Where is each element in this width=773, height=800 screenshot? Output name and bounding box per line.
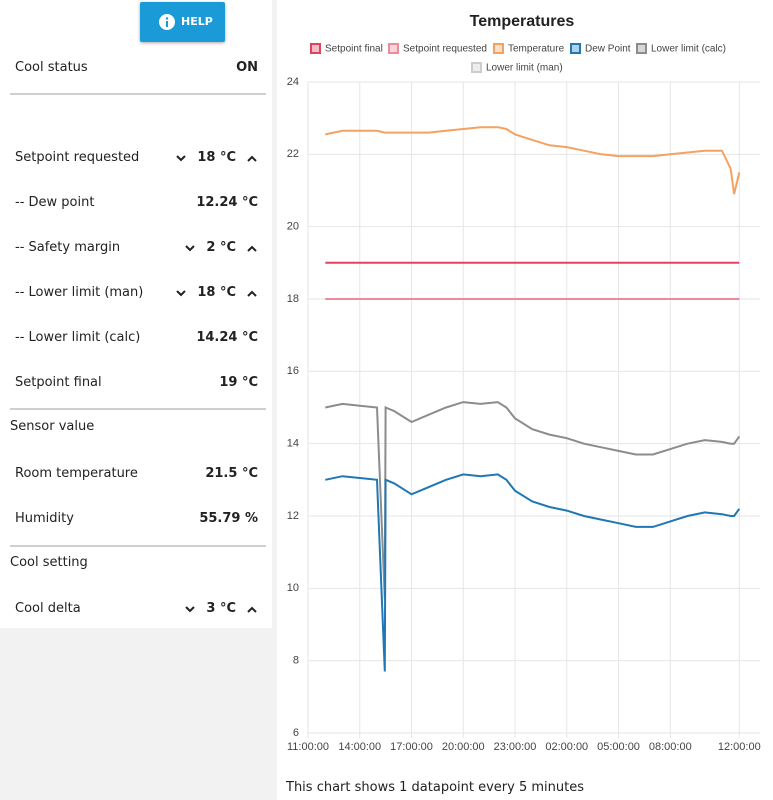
- x-tick-label: 20:00:00: [442, 741, 485, 753]
- setting-row: -- Lower limit (man) 18 °C: [15, 283, 258, 303]
- help-button[interactable]: HELP: [140, 2, 225, 42]
- help-label: HELP: [181, 15, 213, 28]
- x-tick-label: 08:00:00: [649, 741, 692, 753]
- y-tick-label: 10: [287, 582, 299, 594]
- legend-swatch: [636, 43, 647, 54]
- value: ON: [236, 60, 258, 75]
- chart-title: Temperatures: [470, 13, 575, 30]
- section-heading: Cool setting: [10, 555, 88, 570]
- sensor-row: Humidity 55.79 %: [15, 509, 258, 529]
- legend-label: Setpoint requested: [403, 44, 487, 55]
- value: 3 °C: [206, 601, 236, 616]
- increase-button[interactable]: [246, 283, 258, 303]
- label: Cool delta: [15, 601, 81, 616]
- legend-swatch: [493, 43, 504, 54]
- legend-swatch: [471, 62, 482, 73]
- y-tick-label: 18: [287, 293, 299, 305]
- legend-label: Dew Point: [585, 44, 631, 55]
- increase-button[interactable]: [246, 148, 258, 168]
- y-tick-label: 16: [287, 365, 299, 377]
- setting-row: -- Dew point 12.24 °C: [15, 193, 258, 213]
- footnote: This chart shows 1 datapoint every 5 min…: [286, 780, 584, 795]
- sensor-row: Room temperature 21.5 °C: [15, 464, 258, 484]
- x-tick-label: 11:00:00: [287, 741, 329, 753]
- value: 2 °C: [206, 240, 236, 255]
- decrease-button[interactable]: [184, 599, 196, 619]
- x-tick-label: 14:00:00: [338, 741, 381, 753]
- y-tick-label: 12: [287, 510, 299, 522]
- label: -- Lower limit (man): [15, 285, 144, 300]
- series-line: [325, 126, 741, 195]
- label: -- Dew point: [15, 195, 95, 210]
- y-tick-label: 24: [287, 76, 299, 88]
- decrease-button[interactable]: [184, 238, 196, 258]
- x-tick-label: 02:00:00: [545, 741, 588, 753]
- value: 21.5 °C: [205, 466, 258, 481]
- value: 55.79 %: [199, 511, 258, 526]
- label: -- Safety margin: [15, 240, 121, 255]
- label: Setpoint requested: [15, 150, 140, 165]
- label: -- Lower limit (calc): [15, 330, 141, 345]
- setting-row: -- Lower limit (calc) 14.24 °C: [15, 328, 258, 348]
- info-icon: [159, 14, 175, 30]
- label: Room temperature: [15, 466, 138, 481]
- value: 14.24 °C: [196, 330, 258, 345]
- decrease-button[interactable]: [175, 283, 187, 303]
- section-heading: Sensor value: [10, 419, 95, 434]
- y-tick-label: 14: [287, 438, 299, 450]
- x-tick-label: 12:00:00: [718, 741, 761, 753]
- legend-swatch: [570, 43, 581, 54]
- setting-row: Setpoint final 19 °C: [15, 373, 258, 393]
- setting-row: Cool delta 3 °C: [15, 599, 258, 619]
- legend-label: Temperature: [508, 44, 565, 55]
- series-line: [325, 401, 741, 600]
- legend-label: Lower limit (man): [486, 63, 563, 74]
- series-line: [325, 473, 741, 672]
- value: 19 °C: [219, 375, 258, 390]
- value: 12.24 °C: [196, 195, 258, 210]
- increase-button[interactable]: [246, 238, 258, 258]
- label: Cool status: [15, 60, 88, 75]
- decrease-button[interactable]: [175, 148, 187, 168]
- y-tick-label: 22: [287, 148, 299, 160]
- legend-swatch: [310, 43, 321, 54]
- setting-row: Setpoint requested 18 °C: [15, 148, 258, 168]
- setting-row: -- Safety margin 2 °C: [15, 238, 258, 258]
- separator: [10, 408, 266, 410]
- x-tick-label: 17:00:00: [390, 741, 433, 753]
- settings-panel: HELP Cool status ON Setpoint requested 18 …: [0, 0, 272, 628]
- value: 18 °C: [197, 285, 236, 300]
- x-tick-label: 05:00:00: [597, 741, 640, 753]
- increase-button[interactable]: [246, 599, 258, 619]
- value: 18 °C: [197, 150, 236, 165]
- y-tick-label: 20: [287, 221, 299, 233]
- status-row: Cool status ON: [15, 58, 258, 78]
- legend-swatch: [388, 43, 399, 54]
- legend-label: Setpoint final: [325, 44, 383, 55]
- y-tick-label: 8: [293, 655, 299, 667]
- legend-label: Lower limit (calc): [651, 44, 726, 55]
- separator: [10, 93, 266, 95]
- x-tick-label: 23:00:00: [494, 741, 537, 753]
- label: Setpoint final: [15, 375, 102, 390]
- separator: [10, 545, 266, 547]
- y-tick-label: 6: [293, 727, 299, 739]
- label: Humidity: [15, 511, 74, 526]
